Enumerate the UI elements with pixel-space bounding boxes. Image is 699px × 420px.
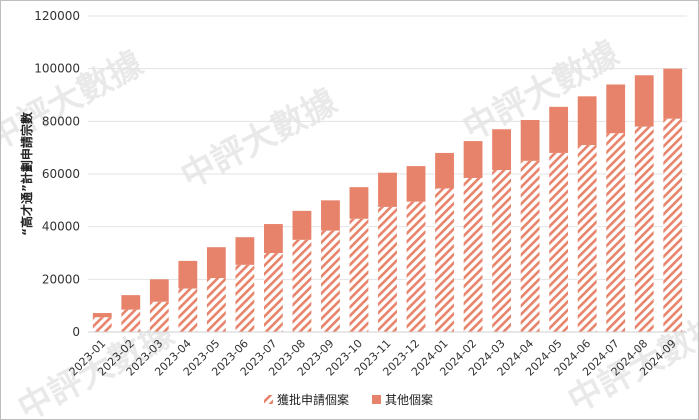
- bar-approved: [663, 118, 683, 332]
- bar-approved: [492, 170, 512, 332]
- bar-other: [292, 210, 312, 240]
- watermark-text: 中評大數據: [456, 33, 626, 149]
- y-axis-title: “高才通”計劃申請宗數: [19, 112, 34, 236]
- bar-approved: [463, 177, 483, 332]
- bar-approved: [206, 278, 226, 332]
- bar-approved: [121, 309, 141, 332]
- y-tick-label: 100000: [34, 62, 80, 76]
- bar-approved: [235, 264, 255, 332]
- watermark-text: 中評大數據: [174, 81, 344, 197]
- bar-other: [463, 141, 483, 178]
- bar-other: [634, 75, 654, 127]
- bar-approved: [178, 288, 198, 332]
- legend-swatch: [264, 395, 273, 404]
- y-tick-label: 40000: [42, 220, 80, 234]
- bar-other: [577, 96, 597, 146]
- bar-other: [606, 84, 626, 134]
- y-tick-label: 20000: [42, 272, 80, 286]
- bar-other: [92, 313, 112, 318]
- y-tick-label: 0: [72, 325, 80, 339]
- bar-approved: [606, 133, 626, 332]
- bar-other: [406, 166, 426, 202]
- y-tick-label: 60000: [42, 167, 80, 181]
- bar-approved: [549, 152, 569, 332]
- bar-approved: [263, 253, 283, 332]
- bar-approved: [406, 201, 426, 332]
- bar-other: [349, 187, 369, 219]
- bar-other: [206, 247, 226, 279]
- bar-other: [663, 68, 683, 119]
- bar-other: [435, 152, 454, 189]
- bar-approved: [577, 145, 597, 332]
- bar-other: [549, 106, 569, 153]
- bar-other: [492, 129, 512, 171]
- bar-approved: [349, 218, 369, 332]
- bar-approved: [435, 188, 454, 332]
- bar-other: [378, 172, 397, 207]
- bar-approved: [634, 126, 654, 332]
- legend-swatch: [372, 395, 381, 404]
- bar-other: [235, 237, 255, 265]
- legend-label: 其他個案: [385, 392, 433, 407]
- bar-other: [520, 120, 540, 161]
- bar-other: [121, 295, 141, 310]
- bar-approved: [292, 239, 312, 332]
- bar-approved: [149, 301, 169, 332]
- bar-other: [263, 224, 283, 253]
- bar-other: [149, 279, 169, 302]
- bar-approved: [321, 230, 340, 332]
- bar-other: [178, 260, 198, 289]
- bar-approved: [520, 160, 540, 332]
- bar-approved: [92, 317, 112, 332]
- y-tick-label: 80000: [42, 114, 80, 128]
- bar-other: [321, 200, 340, 231]
- y-tick-label: 120000: [34, 9, 80, 23]
- legend-label: 獲批申請個案: [277, 392, 349, 407]
- bar-approved: [378, 206, 397, 332]
